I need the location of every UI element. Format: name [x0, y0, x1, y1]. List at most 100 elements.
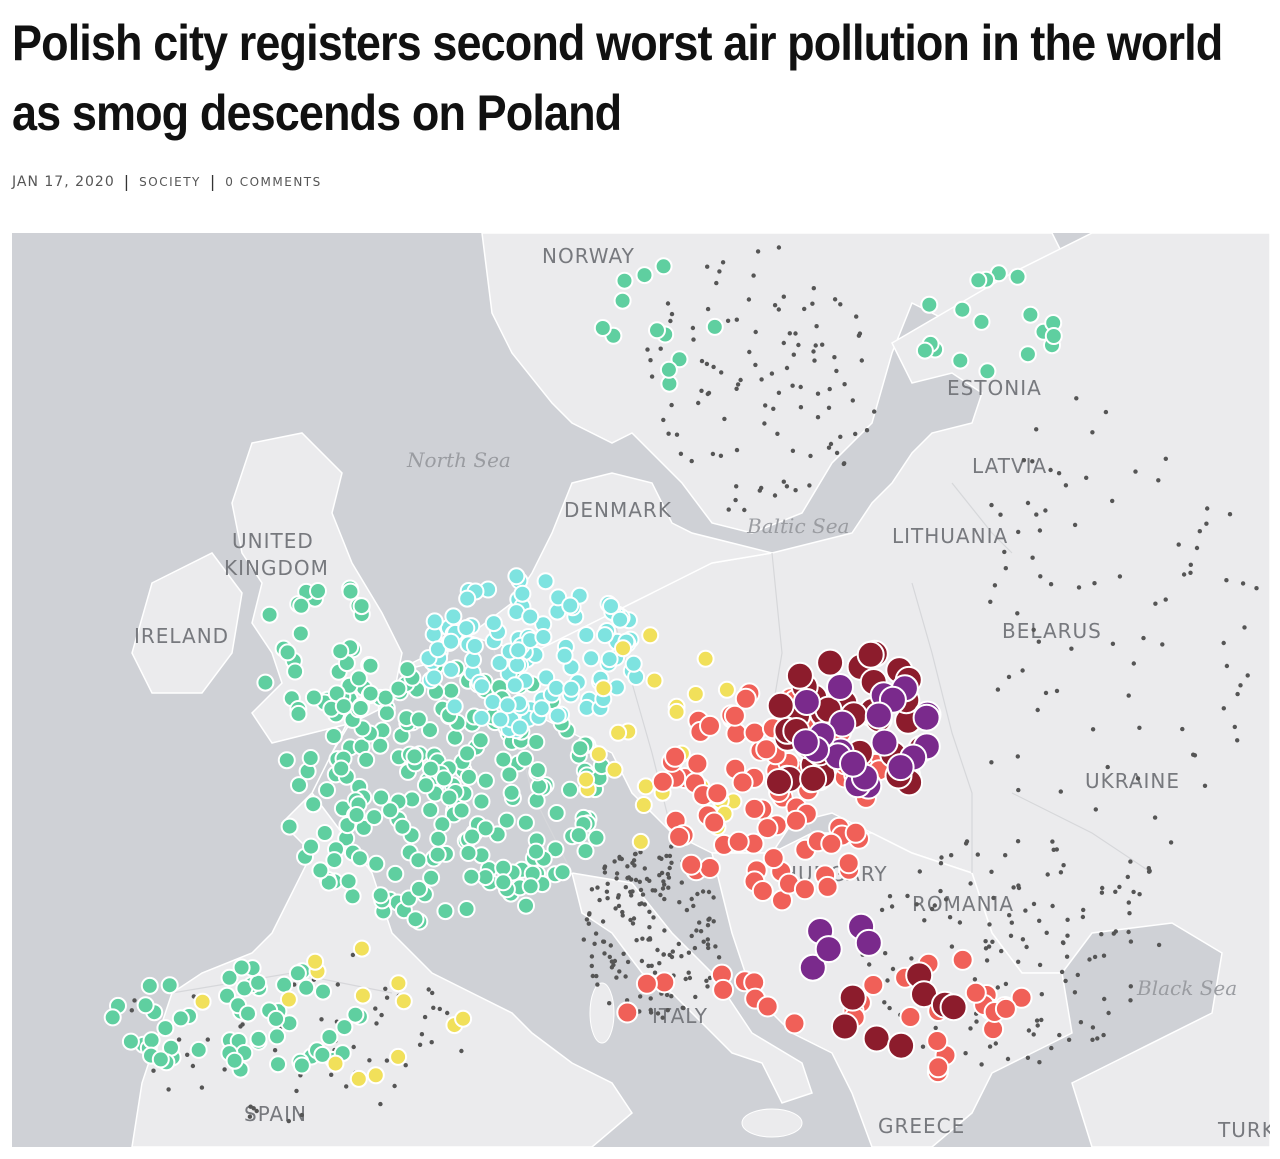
station-no-data[interactable]: [670, 949, 675, 954]
station-no-data[interactable]: [1117, 884, 1122, 890]
station-no-data[interactable]: [716, 955, 722, 960]
station-no-data[interactable]: [403, 1063, 408, 1068]
station-good[interactable]: [398, 660, 417, 679]
station-no-data[interactable]: [166, 1087, 171, 1092]
station-poor[interactable]: [785, 809, 807, 832]
station-no-data[interactable]: [679, 954, 684, 959]
station-no-data[interactable]: [607, 1001, 612, 1006]
station-no-data[interactable]: [612, 958, 618, 964]
station-no-data[interactable]: [176, 1037, 182, 1042]
station-no-data[interactable]: [638, 887, 644, 893]
station-no-data[interactable]: [828, 441, 834, 447]
station-no-data[interactable]: [1242, 625, 1247, 630]
station-good[interactable]: [440, 788, 459, 807]
station-good[interactable]: [471, 731, 490, 750]
station-no-data[interactable]: [790, 383, 795, 388]
station-no-data[interactable]: [704, 978, 709, 983]
station-no-data[interactable]: [1090, 1037, 1095, 1042]
station-no-data[interactable]: [1003, 853, 1008, 858]
station-moderate[interactable]: [686, 685, 705, 703]
station-fair[interactable]: [498, 696, 517, 715]
station-good[interactable]: [500, 765, 519, 784]
station-no-data[interactable]: [920, 1044, 926, 1049]
station-no-data[interactable]: [979, 1062, 984, 1067]
station-no-data[interactable]: [592, 941, 597, 946]
station-fair[interactable]: [465, 637, 484, 655]
station-no-data[interactable]: [1050, 903, 1055, 909]
station-no-data[interactable]: [1069, 646, 1074, 651]
station-no-data[interactable]: [889, 904, 895, 909]
station-no-data[interactable]: [247, 1114, 253, 1119]
station-poor[interactable]: [756, 995, 779, 1018]
station-no-data[interactable]: [1081, 907, 1086, 913]
station-no-data[interactable]: [850, 398, 855, 403]
station-no-data[interactable]: [993, 1041, 998, 1046]
station-no-data[interactable]: [747, 349, 752, 355]
station-no-data[interactable]: [1106, 1010, 1111, 1016]
station-no-data[interactable]: [222, 1067, 227, 1072]
station-no-data[interactable]: [705, 923, 711, 928]
station-poor[interactable]: [723, 704, 746, 727]
station-no-data[interactable]: [620, 913, 625, 918]
station-no-data[interactable]: [595, 982, 600, 987]
station-no-data[interactable]: [781, 294, 786, 299]
station-no-data[interactable]: [623, 974, 628, 979]
station-no-data[interactable]: [755, 249, 761, 254]
station-no-data[interactable]: [205, 1037, 210, 1042]
station-no-data[interactable]: [784, 365, 790, 371]
station-good[interactable]: [280, 817, 299, 836]
station-very-poor[interactable]: [766, 691, 795, 720]
station-poor[interactable]: [616, 1001, 639, 1024]
station-no-data[interactable]: [1146, 869, 1152, 874]
station-good[interactable]: [569, 826, 588, 845]
station-no-data[interactable]: [1016, 959, 1021, 964]
station-no-data[interactable]: [802, 306, 807, 312]
station-good[interactable]: [421, 759, 440, 778]
station-no-data[interactable]: [1034, 427, 1039, 432]
station-no-data[interactable]: [1163, 597, 1168, 602]
station-no-data[interactable]: [999, 948, 1004, 954]
station-no-data[interactable]: [717, 269, 722, 274]
station-no-data[interactable]: [705, 984, 710, 989]
station-fair[interactable]: [595, 626, 614, 645]
station-no-data[interactable]: [1039, 992, 1045, 997]
station-no-data[interactable]: [815, 391, 821, 396]
station-no-data[interactable]: [1023, 908, 1028, 913]
station-good[interactable]: [421, 801, 440, 819]
station-good[interactable]: [361, 684, 380, 703]
station-no-data[interactable]: [1090, 1025, 1096, 1030]
station-fair[interactable]: [521, 607, 540, 626]
station-no-data[interactable]: [938, 888, 943, 894]
station-fair[interactable]: [548, 706, 567, 725]
station-good[interactable]: [339, 872, 358, 891]
station-no-data[interactable]: [1103, 409, 1109, 415]
station-moderate[interactable]: [631, 832, 650, 851]
station-good[interactable]: [442, 681, 461, 700]
station-no-data[interactable]: [734, 447, 740, 453]
station-no-data[interactable]: [995, 687, 1001, 692]
station-no-data[interactable]: [834, 368, 839, 374]
station-poor[interactable]: [686, 752, 709, 775]
station-no-data[interactable]: [686, 970, 691, 975]
station-no-data[interactable]: [1197, 529, 1203, 534]
station-no-data[interactable]: [1235, 691, 1240, 697]
station-fair[interactable]: [577, 626, 596, 644]
station-good[interactable]: [516, 813, 535, 832]
station-good[interactable]: [1018, 345, 1037, 364]
station-no-data[interactable]: [589, 887, 595, 892]
station-no-data[interactable]: [1163, 456, 1169, 461]
station-no-data[interactable]: [1254, 586, 1259, 591]
station-no-data[interactable]: [657, 873, 662, 878]
station-poor[interactable]: [712, 978, 735, 1001]
station-no-data[interactable]: [1099, 890, 1105, 895]
station-moderate[interactable]: [609, 723, 628, 742]
station-no-data[interactable]: [1065, 917, 1070, 922]
station-no-data[interactable]: [1245, 673, 1250, 678]
station-no-data[interactable]: [992, 583, 998, 588]
station-good[interactable]: [527, 733, 546, 751]
station-no-data[interactable]: [697, 920, 702, 925]
station-no-data[interactable]: [793, 331, 798, 336]
station-no-data[interactable]: [647, 925, 652, 930]
station-good[interactable]: [654, 257, 673, 276]
station-poor[interactable]: [926, 1030, 949, 1052]
